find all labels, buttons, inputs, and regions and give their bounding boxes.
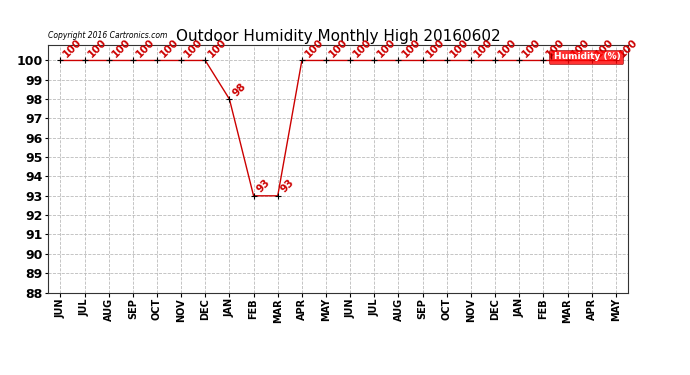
Text: 100: 100	[86, 37, 108, 60]
Text: 100: 100	[400, 37, 422, 60]
Text: 100: 100	[327, 37, 350, 60]
Text: 100: 100	[182, 37, 205, 60]
Text: 100: 100	[448, 37, 471, 60]
Text: 100: 100	[134, 37, 157, 60]
Text: 100: 100	[61, 37, 84, 60]
Text: 100: 100	[520, 37, 543, 60]
Text: 100: 100	[472, 37, 495, 60]
Text: 100: 100	[303, 37, 326, 60]
Text: 100: 100	[351, 37, 374, 60]
Text: 100: 100	[593, 37, 615, 60]
Text: 100: 100	[424, 37, 446, 60]
Title: Outdoor Humidity Monthly High 20160602: Outdoor Humidity Monthly High 20160602	[176, 29, 500, 44]
Text: Copyright 2016 Cartronics.com: Copyright 2016 Cartronics.com	[48, 31, 168, 40]
Text: 100: 100	[110, 37, 132, 60]
Text: 98: 98	[230, 81, 248, 98]
Legend: Humidity (%): Humidity (%)	[549, 50, 623, 64]
Text: 100: 100	[617, 37, 640, 60]
Text: 100: 100	[496, 37, 519, 60]
Text: 100: 100	[206, 37, 229, 60]
Text: 100: 100	[544, 37, 567, 60]
Text: 100: 100	[569, 37, 591, 60]
Text: 100: 100	[158, 37, 181, 60]
Text: 93: 93	[255, 178, 272, 195]
Text: 100: 100	[375, 37, 398, 60]
Text: 93: 93	[279, 178, 296, 195]
